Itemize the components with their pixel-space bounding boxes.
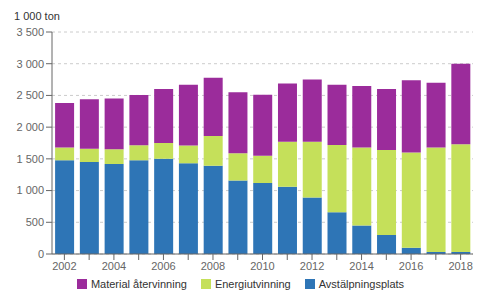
html-text:Energiutvinning: Energiutvinning: [214, 278, 291, 290]
svg-text:2004: 2004: [102, 260, 126, 272]
svg-text:1 000: 1 000: [16, 184, 44, 196]
svg-text:2014: 2014: [349, 260, 373, 272]
svg-text:2 500: 2 500: [16, 89, 44, 101]
svg-text:3 500: 3 500: [16, 26, 44, 38]
svg-text:3 000: 3 000: [16, 58, 44, 70]
html-text:1 000 ton: 1 000 ton: [14, 10, 60, 22]
svg-text:2 000: 2 000: [16, 121, 44, 133]
svg-text:2010: 2010: [250, 260, 274, 272]
svg-text:2008: 2008: [201, 260, 225, 272]
svg-text:1 500: 1 500: [16, 153, 44, 165]
svg-text:2006: 2006: [151, 260, 175, 272]
svg-text:0: 0: [38, 248, 44, 260]
svg-text:2002: 2002: [52, 260, 76, 272]
svg-text:2016: 2016: [399, 260, 423, 272]
svg-text:2018: 2018: [448, 260, 472, 272]
svg-text:500: 500: [26, 216, 44, 228]
html-text:Material återvinning: Material återvinning: [90, 278, 187, 290]
svg-text:2012: 2012: [300, 260, 324, 272]
html-text:Avstälpningsplats: Avstälpningsplats: [318, 278, 405, 290]
